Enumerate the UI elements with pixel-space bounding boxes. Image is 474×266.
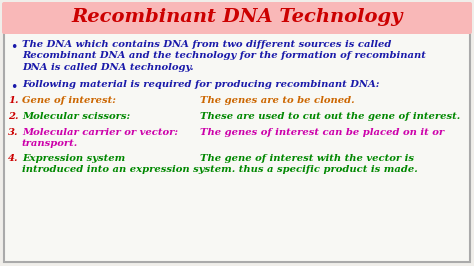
- Text: The DNA which contains DNA from two different sources is called: The DNA which contains DNA from two diff…: [22, 40, 392, 49]
- Text: 1.: 1.: [8, 96, 18, 105]
- Text: These are used to cut out the gene of interest.: These are used to cut out the gene of in…: [200, 112, 460, 121]
- FancyBboxPatch shape: [2, 2, 472, 34]
- Text: 4.: 4.: [8, 154, 18, 163]
- Text: 3.: 3.: [8, 128, 18, 137]
- Text: 2.: 2.: [8, 112, 18, 121]
- Text: Molecular carrier or vector:: Molecular carrier or vector:: [22, 128, 178, 137]
- FancyBboxPatch shape: [4, 4, 470, 262]
- Text: The gene of interest with the vector is: The gene of interest with the vector is: [200, 154, 414, 163]
- Text: Recombinant DNA and the technology for the formation of recombinant: Recombinant DNA and the technology for t…: [22, 52, 426, 60]
- Text: transport.: transport.: [22, 139, 78, 148]
- Text: Gene of interest:: Gene of interest:: [22, 96, 116, 105]
- Text: Expression system: Expression system: [22, 154, 125, 163]
- Text: •: •: [10, 81, 18, 94]
- Text: Following material is required for producing recombinant DNA:: Following material is required for produ…: [22, 80, 380, 89]
- Text: The genes are to be cloned.: The genes are to be cloned.: [200, 96, 355, 105]
- Text: Recombinant DNA Technology: Recombinant DNA Technology: [71, 8, 403, 26]
- Text: DNA is called DNA technology.: DNA is called DNA technology.: [22, 63, 193, 72]
- Text: Molecular scissors:: Molecular scissors:: [22, 112, 130, 121]
- Text: •: •: [10, 41, 18, 54]
- Text: The genes of interest can be placed on it or: The genes of interest can be placed on i…: [200, 128, 444, 137]
- Text: introduced into an expression system. thus a specific product is made.: introduced into an expression system. th…: [22, 165, 418, 174]
